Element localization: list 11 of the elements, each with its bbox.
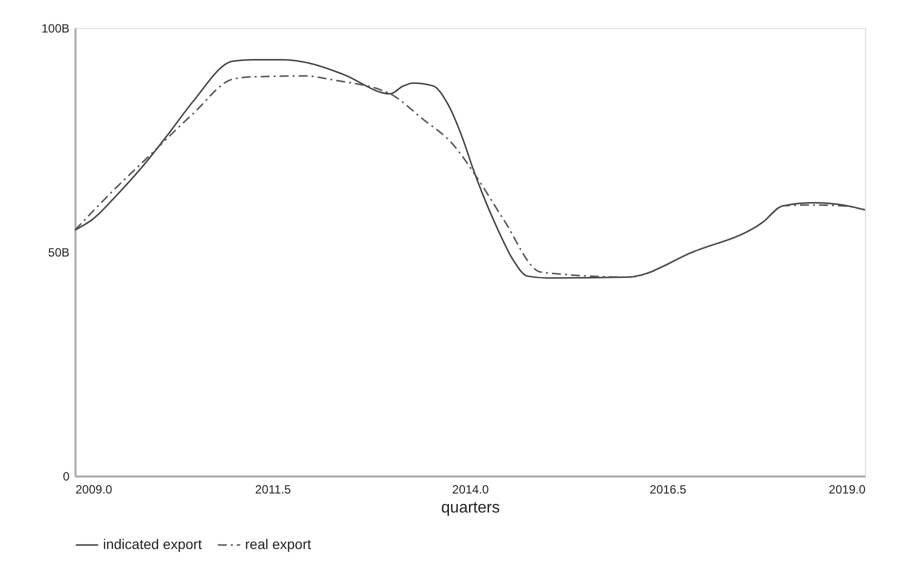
x-tick-label: 2009.0 [76, 482, 113, 496]
y-tick-label: 100B [41, 22, 70, 36]
x-tick-label: 2016.5 [650, 482, 687, 496]
x-tick-label: 2014.0 [452, 482, 490, 496]
legend-label: real export [245, 536, 312, 552]
y-tick-label: 50B [48, 246, 70, 260]
y-tick-label: 0 [62, 470, 70, 484]
x-tick-label: 2019.0 [828, 482, 866, 496]
x-tick-label: 2011.5 [255, 482, 292, 496]
legend-label: indicated export [103, 536, 202, 552]
x-axis-title: quarters [441, 500, 500, 516]
